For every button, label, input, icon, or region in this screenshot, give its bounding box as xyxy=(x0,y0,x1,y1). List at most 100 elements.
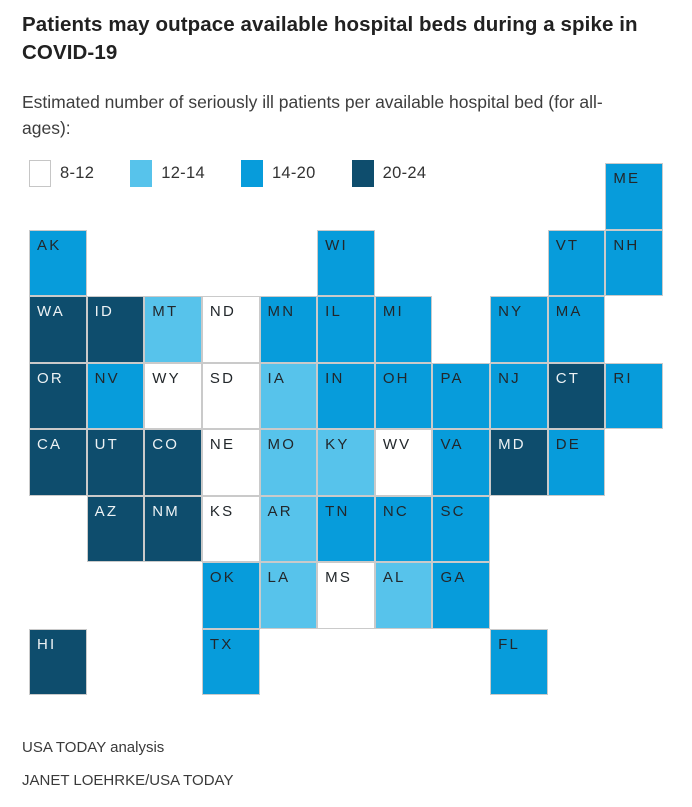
state-abbr-label: IA xyxy=(267,369,287,387)
state-abbr-label: SC xyxy=(440,502,466,520)
legend-swatch-14-20 xyxy=(240,160,263,188)
state-tile-in: IN xyxy=(317,362,375,430)
legend-item-14-20: 14-20 xyxy=(240,160,316,188)
state-abbr-label: AK xyxy=(37,236,62,254)
state-tile-wa: WA xyxy=(29,296,87,363)
state-abbr-label: VT xyxy=(555,236,580,254)
state-abbr-label: ND xyxy=(209,303,236,321)
state-tile-ks: KS xyxy=(201,495,260,563)
state-abbr-label: WA xyxy=(37,303,66,321)
state-abbr-label: NJ xyxy=(498,369,521,387)
state-abbr-label: ID xyxy=(94,303,115,321)
state-abbr-label: CA xyxy=(37,436,63,454)
state-tile-nc: NC xyxy=(374,495,433,563)
legend-label: 12-14 xyxy=(161,164,205,183)
legend-label: 8-12 xyxy=(60,164,95,183)
state-tile-al: AL xyxy=(374,562,433,629)
state-abbr-label: CO xyxy=(152,436,180,454)
state-tile-wv: WV xyxy=(374,429,433,496)
state-tile-ny: NY xyxy=(490,296,548,363)
legend-swatch-8-12 xyxy=(29,160,51,188)
state-tile-nj: NJ xyxy=(490,362,548,430)
legend-item-20-24: 20-24 xyxy=(351,160,427,188)
state-abbr-label: OH xyxy=(382,369,410,387)
state-abbr-label: WI xyxy=(325,236,348,254)
state-tile-la: LA xyxy=(259,562,318,629)
source-line: USA TODAY analysis xyxy=(22,739,165,757)
legend-swatch-20-24 xyxy=(351,160,374,188)
state-tile-hi: HI xyxy=(29,628,87,696)
chart-title: Patients may outpace available hospital … xyxy=(22,13,638,64)
state-abbr-label: WV xyxy=(382,436,412,454)
state-tile-pa: PA xyxy=(432,362,491,430)
state-tile-id: ID xyxy=(86,296,145,363)
tile-grid-map-area: 8-12 12-14 14-20 20-24 ME AK WI VT NH WA ID MT ND MN… xyxy=(29,160,663,696)
state-tile-ar: AR xyxy=(259,495,318,563)
state-tile-me: ME xyxy=(605,163,663,230)
legend-item-12-14: 12-14 xyxy=(130,160,205,188)
state-tile-ky: KY xyxy=(317,429,375,496)
state-abbr-label: MT xyxy=(152,303,179,321)
state-tile-ia: IA xyxy=(259,362,318,430)
state-abbr-label: NM xyxy=(152,502,180,520)
state-tile-co: CO xyxy=(144,429,202,496)
state-abbr-label: IL xyxy=(325,303,343,321)
state-tile-mt: MT xyxy=(144,296,202,363)
state-tile-ak: AK xyxy=(29,229,87,297)
state-tile-md: MD xyxy=(490,429,548,496)
state-tile-tx: TX xyxy=(201,628,260,696)
state-tile-ms: MS xyxy=(317,562,375,629)
state-tile-mi: MI xyxy=(374,296,433,363)
state-abbr-label: NE xyxy=(209,436,236,454)
state-tile-ca: CA xyxy=(29,429,87,496)
state-tile-grid: ME AK WI VT NH WA ID MT ND MN IL MI NY MA OR NV WY SD IA IN… xyxy=(29,163,663,696)
state-abbr-label: KS xyxy=(209,502,235,520)
state-abbr-label: AR xyxy=(267,502,293,520)
state-tile-ct: CT xyxy=(547,362,606,430)
state-abbr-label: NY xyxy=(498,303,524,321)
state-tile-ne: NE xyxy=(201,429,260,496)
state-tile-nm: NM xyxy=(144,495,202,563)
state-abbr-label: OR xyxy=(37,369,64,387)
state-tile-mo: MO xyxy=(259,429,318,496)
state-abbr-label: VA xyxy=(440,436,464,454)
infographic-page: Patients may outpace available hospital … xyxy=(22,13,663,790)
state-tile-fl: FL xyxy=(490,628,548,696)
state-abbr-label: RI xyxy=(613,369,633,387)
credit-line: JANET LOEHRKE/USA TODAY xyxy=(22,772,234,790)
state-tile-or: OR xyxy=(29,362,87,430)
state-abbr-label: CT xyxy=(555,369,581,387)
chart-subtitle: Estimated number of seriously ill patien… xyxy=(22,91,603,138)
state-abbr-label: UT xyxy=(94,436,120,454)
state-abbr-label: IN xyxy=(325,369,345,387)
state-abbr-label: MD xyxy=(498,436,526,454)
state-abbr-label: GA xyxy=(440,569,467,587)
state-abbr-label: ME xyxy=(613,170,641,188)
state-tile-il: IL xyxy=(317,296,375,363)
legend-label: 14-20 xyxy=(271,164,316,183)
state-abbr-label: MN xyxy=(267,303,296,321)
state-tile-ok: OK xyxy=(201,562,260,629)
state-abbr-label: PA xyxy=(440,369,464,387)
state-tile-vt: VT xyxy=(547,229,606,297)
state-abbr-label: NC xyxy=(382,502,409,520)
state-tile-ma: MA xyxy=(547,296,606,363)
state-tile-sd: SD xyxy=(201,362,260,430)
state-tile-sc: SC xyxy=(432,495,491,563)
legend-item-8-12: 8-12 xyxy=(29,160,95,188)
state-tile-ga: GA xyxy=(432,562,491,629)
state-tile-oh: OH xyxy=(374,362,433,430)
state-abbr-label: MO xyxy=(267,436,297,454)
state-abbr-label: WY xyxy=(152,369,181,387)
state-tile-wy: WY xyxy=(144,362,202,430)
state-abbr-label: LA xyxy=(267,569,291,587)
state-tile-ut: UT xyxy=(86,429,145,496)
state-abbr-label: AZ xyxy=(94,502,119,520)
legend-label: 20-24 xyxy=(382,164,427,183)
state-tile-nv: NV xyxy=(86,362,145,430)
legend-swatch-12-14 xyxy=(130,160,153,188)
legend: 8-12 12-14 14-20 20-24 xyxy=(29,160,427,188)
state-tile-de: DE xyxy=(547,429,606,496)
state-tile-az: AZ xyxy=(86,495,145,563)
state-abbr-label: KY xyxy=(325,436,350,454)
